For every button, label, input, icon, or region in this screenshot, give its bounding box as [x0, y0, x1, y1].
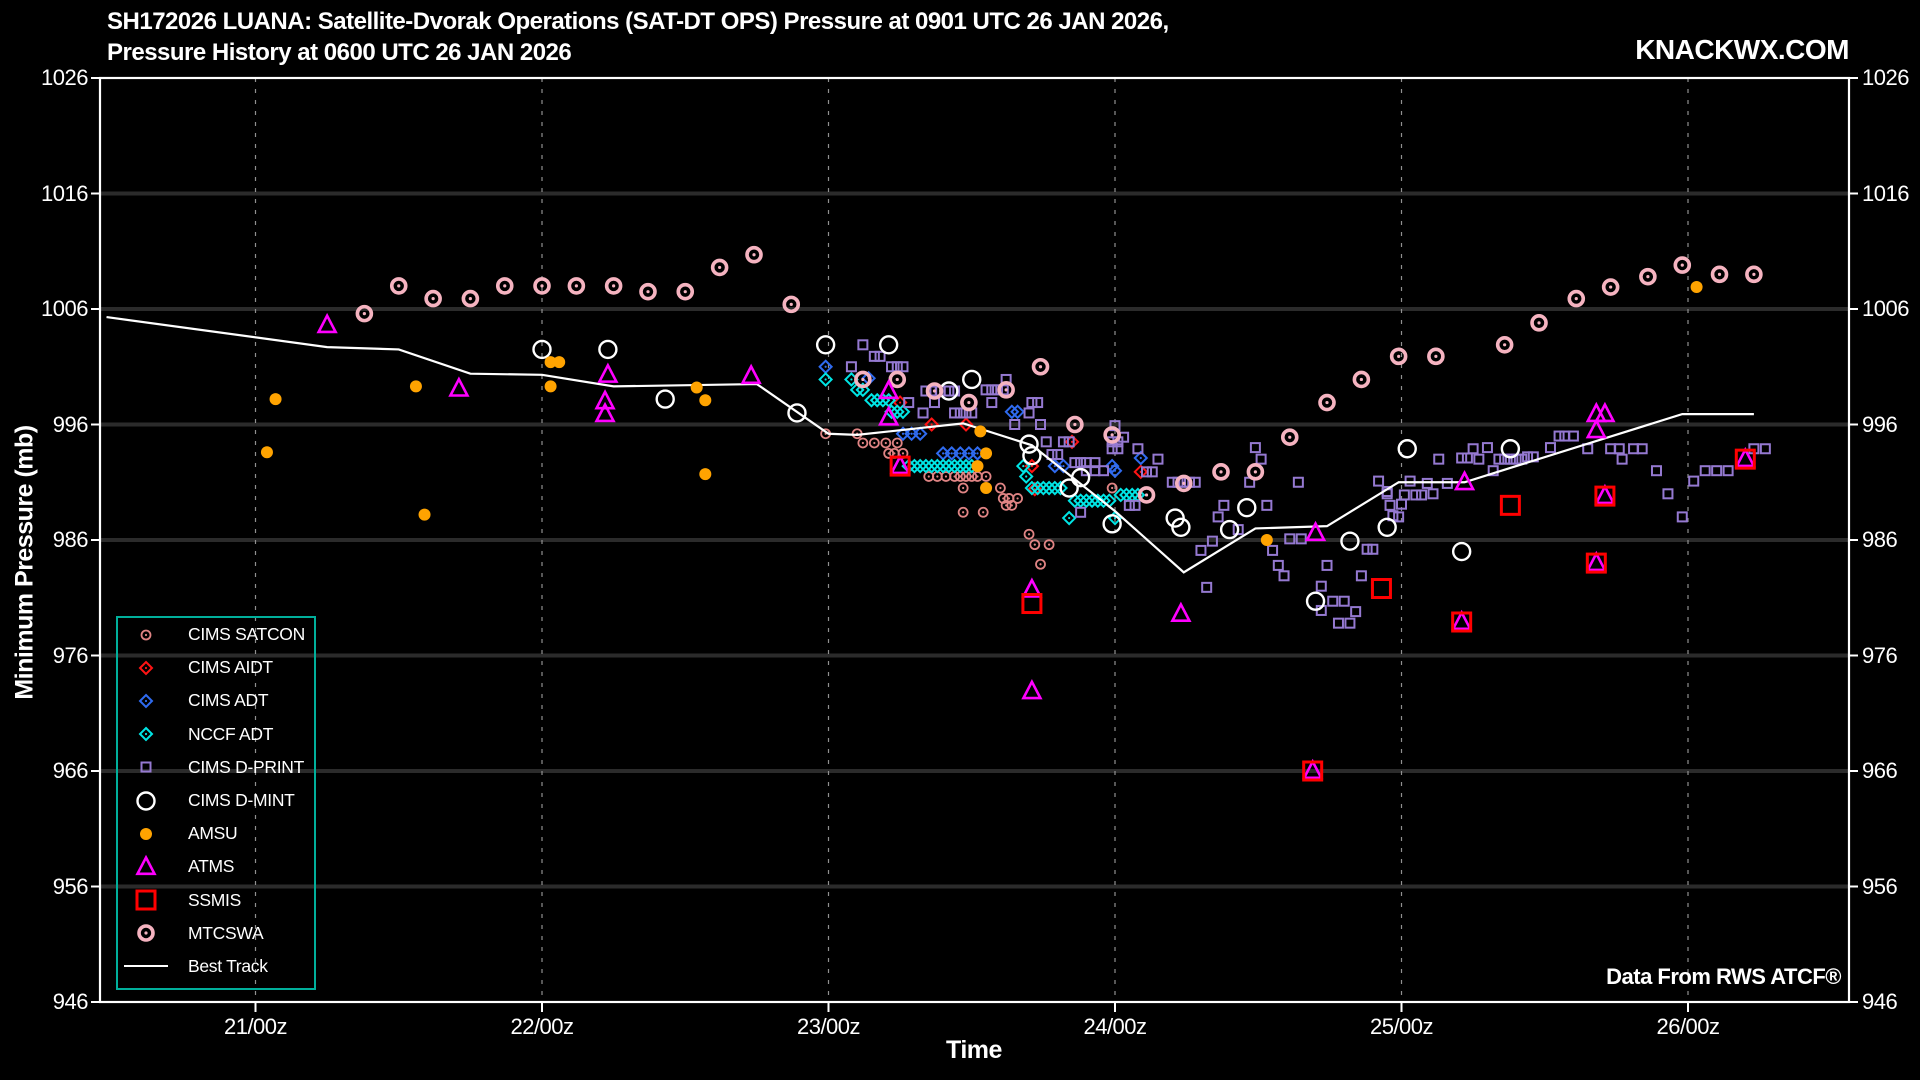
y-tick-right-996: 996 — [1862, 411, 1898, 437]
x-tick-2400z: 24/00z — [1083, 1014, 1147, 1039]
legend-marker-aidt-icon — [138, 660, 154, 676]
legend-marker-dprint-icon — [140, 761, 152, 773]
legend-marker-mtcswa-icon — [137, 924, 155, 943]
chart-title-line2: Pressure History at 0600 UTC 26 JAN 2026 — [107, 39, 572, 66]
y-tick-left-1026: 1026 — [41, 65, 88, 90]
y-tick-right-1026: 1026 — [1862, 65, 1909, 90]
legend-label-mtcswa: MTCSWA — [188, 922, 264, 943]
y-axis-label: Minimum Pressure (mb) — [10, 425, 39, 700]
legend-label-atms: ATMS — [188, 856, 235, 877]
y-tick-right-966: 966 — [1862, 758, 1898, 783]
legend-marker-ssmis-icon — [135, 889, 157, 911]
legend-item-mtcswa: MTCSWA — [118, 917, 314, 950]
y-tick-left-946: 946 — [52, 989, 89, 1014]
series-nccf — [818, 372, 1146, 526]
series-atms — [316, 312, 1756, 780]
brand-watermark: KNACKWX.COM — [1635, 34, 1849, 65]
legend-item-amsu: AMSU — [118, 817, 314, 850]
x-tick-2500z: 25/00z — [1369, 1014, 1434, 1039]
legend-item-dprint: CIMS D-PRINT — [118, 751, 314, 784]
chart-canvas — [91, 76, 1858, 1012]
series-amsu — [260, 281, 1703, 546]
plot-area: Data From RWS ATCF® CIMS SATCON CIMS AIDT… — [91, 76, 1858, 1012]
chart-title: SH172026 LUANA: Satellite-Dvorak Operati… — [107, 6, 1169, 68]
chart-title-line1: SH172026 LUANA: Satellite-Dvorak Operati… — [107, 8, 1169, 35]
x-axis-label: Time — [946, 1036, 1002, 1064]
y-tick-right-1016: 1016 — [1862, 180, 1909, 206]
series-ssmis — [889, 448, 1756, 782]
y-tick-left-1006: 1006 — [41, 296, 88, 321]
legend-item-aidt: CIMS AIDT — [118, 651, 314, 684]
legend-item-ssmis: SSMIS — [118, 884, 314, 917]
legend-label-ssmis: SSMIS — [188, 889, 241, 910]
legend: CIMS SATCON CIMS AIDT CIMS ADT NCCF ADT CIMS… — [116, 616, 316, 990]
y-tick-left-1016: 1016 — [41, 180, 88, 206]
legend-marker-satcon-icon — [140, 629, 152, 640]
series-satcon — [820, 428, 1118, 570]
y-tick-right-1006: 1006 — [1862, 296, 1909, 321]
legend-label-dprint: CIMS D-PRINT — [188, 756, 304, 777]
legend-item-dmint: CIMS D-MINT — [118, 784, 314, 817]
y-tick-left-986: 986 — [52, 527, 89, 552]
legend-label-aidt: CIMS AIDT — [188, 657, 273, 678]
legend-marker-adt-icon — [138, 693, 154, 709]
legend-label-amsu: AMSU — [188, 823, 238, 844]
series-mtcswa — [355, 245, 1763, 504]
legend-item-nccf: NCCF ADT — [118, 718, 314, 751]
data-credit: Data From RWS ATCF® — [1606, 964, 1841, 989]
y-tick-right-946: 946 — [1862, 989, 1898, 1014]
y-tick-left-966: 966 — [52, 758, 89, 783]
y-tick-left-996: 996 — [52, 411, 89, 437]
legend-marker-nccf-icon — [138, 726, 154, 742]
best-track-line — [106, 315, 1754, 574]
y-tick-right-956: 956 — [1862, 873, 1898, 899]
legend-label-best_track: Best Track — [188, 955, 268, 976]
legend-marker-amsu-icon — [140, 827, 152, 840]
series-dmint — [532, 335, 1521, 611]
legend-marker-atms-icon — [135, 854, 157, 876]
legend-label-satcon: CIMS SATCON — [188, 624, 305, 645]
x-tick-2600z: 26/00z — [1656, 1014, 1720, 1039]
legend-label-nccf: NCCF ADT — [188, 723, 274, 744]
legend-item-atms: ATMS — [118, 850, 314, 883]
legend-item-best_track: Best Track — [118, 950, 314, 983]
legend-item-adt: CIMS ADT — [118, 684, 314, 717]
y-tick-left-956: 956 — [52, 873, 89, 899]
legend-marker-best_track-icon — [124, 965, 168, 968]
y-tick-right-986: 986 — [1862, 527, 1898, 552]
y-tick-right-976: 976 — [1862, 642, 1898, 668]
y-tick-left-976: 976 — [52, 642, 89, 668]
legend-marker-dmint-icon — [136, 790, 156, 811]
x-tick-2300z: 23/00z — [796, 1014, 861, 1039]
legend-label-dmint: CIMS D-MINT — [188, 790, 295, 811]
legend-item-satcon: CIMS SATCON — [118, 618, 314, 651]
x-tick-2200z: 22/00z — [510, 1014, 574, 1039]
x-tick-2100z: 21/00z — [223, 1014, 288, 1039]
legend-label-adt: CIMS ADT — [188, 690, 269, 711]
